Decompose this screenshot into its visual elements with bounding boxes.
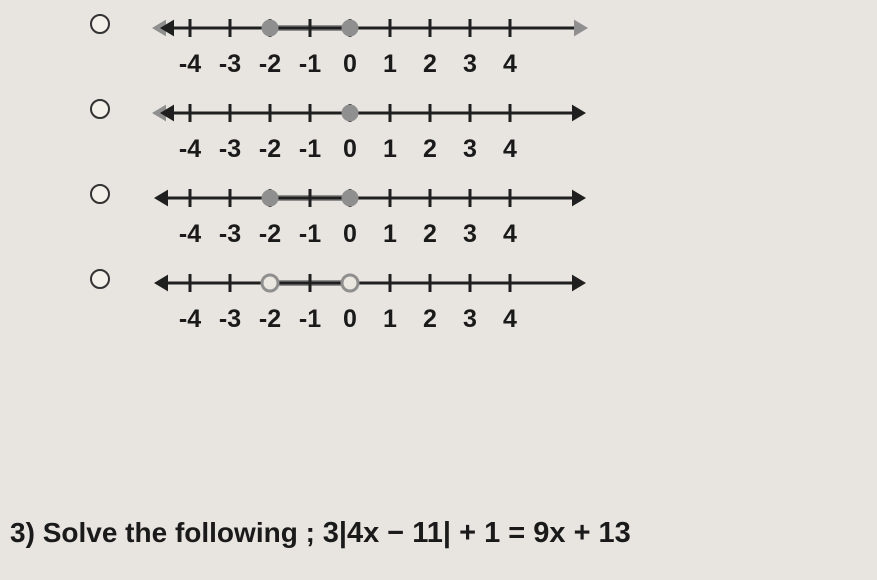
tick-labels: -4-3-2-101234: [150, 50, 530, 79]
tick-label: 3: [450, 135, 490, 164]
tick-label: -1: [290, 135, 330, 164]
numberline: [150, 8, 590, 50]
tick-label: -3: [210, 135, 250, 164]
tick-label: -4: [170, 220, 210, 249]
question-lead: Solve the following ;: [43, 517, 315, 548]
answer-option: -4-3-2-101234: [0, 93, 877, 164]
point-closed: [262, 20, 278, 36]
tick-label: 2: [410, 135, 450, 164]
numberline: [150, 263, 590, 305]
tick-label: -2: [250, 220, 290, 249]
arrow-right-icon: [574, 20, 588, 37]
point-closed: [342, 105, 358, 121]
radio-button[interactable]: [90, 269, 110, 289]
tick-label: 0: [330, 135, 370, 164]
arrow-right-icon: [572, 105, 586, 122]
tick-label: 1: [370, 135, 410, 164]
tick-labels: -4-3-2-101234: [150, 220, 530, 249]
tick-label: -1: [290, 220, 330, 249]
numberline-block: -4-3-2-101234: [150, 263, 590, 334]
tick-label: -4: [170, 135, 210, 164]
tick-label: -2: [250, 135, 290, 164]
tick-label: -2: [250, 50, 290, 79]
point-open: [262, 275, 278, 291]
tick-label: 2: [410, 50, 450, 79]
tick-label: 0: [330, 220, 370, 249]
tick-label: 0: [330, 50, 370, 79]
point-closed: [342, 190, 358, 206]
tick-labels: -4-3-2-101234: [150, 135, 530, 164]
question-3: 3) Solve the following ; 3|4x − 11| + 1 …: [10, 517, 867, 550]
tick-label: 4: [490, 220, 530, 249]
arrow-left-icon: [154, 190, 168, 207]
radio-button[interactable]: [90, 99, 110, 119]
tick-label: -1: [290, 305, 330, 334]
tick-label: 4: [490, 305, 530, 334]
numberline-block: -4-3-2-101234: [150, 93, 590, 164]
tick-label: -4: [170, 50, 210, 79]
tick-label: 3: [450, 305, 490, 334]
arrow-right-icon: [572, 275, 586, 292]
numberline: [150, 178, 590, 220]
arrow-right-icon: [572, 190, 586, 207]
tick-label: -1: [290, 50, 330, 79]
tick-label: -3: [210, 50, 250, 79]
answer-option: -4-3-2-101234: [0, 8, 877, 79]
tick-label: -2: [250, 305, 290, 334]
tick-label: -3: [210, 220, 250, 249]
answer-option: -4-3-2-101234: [0, 263, 877, 334]
radio-button[interactable]: [90, 14, 110, 34]
numberline-block: -4-3-2-101234: [150, 8, 590, 79]
tick-label: -3: [210, 305, 250, 334]
tick-label: 4: [490, 135, 530, 164]
tick-label: 1: [370, 305, 410, 334]
tick-label: 2: [410, 305, 450, 334]
numberline: [150, 93, 590, 135]
tick-label: 3: [450, 220, 490, 249]
options-list: -4-3-2-101234-4-3-2-101234-4-3-2-101234-…: [0, 8, 877, 334]
tick-label: 3: [450, 50, 490, 79]
question-equation: 3|4x − 11| + 1 = 9x + 13: [323, 517, 631, 549]
point-open: [342, 275, 358, 291]
radio-button[interactable]: [90, 184, 110, 204]
numberline-block: -4-3-2-101234: [150, 178, 590, 249]
tick-labels: -4-3-2-101234: [150, 305, 530, 334]
point-closed: [262, 190, 278, 206]
tick-label: -4: [170, 305, 210, 334]
tick-label: 1: [370, 50, 410, 79]
tick-label: 4: [490, 50, 530, 79]
point-closed: [342, 20, 358, 36]
arrow-left-icon: [154, 275, 168, 292]
tick-label: 0: [330, 305, 370, 334]
question-number: 3): [10, 517, 35, 548]
answer-option: -4-3-2-101234: [0, 178, 877, 249]
tick-label: 2: [410, 220, 450, 249]
worksheet-page: -4-3-2-101234-4-3-2-101234-4-3-2-101234-…: [0, 0, 877, 580]
tick-label: 1: [370, 220, 410, 249]
